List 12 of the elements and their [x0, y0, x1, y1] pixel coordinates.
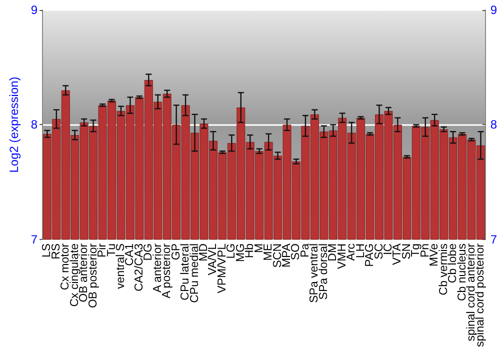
x-tick-label: OB posterior [87, 243, 100, 308]
y-tick-label: 9 [30, 3, 38, 17]
y2-tick-label: 9 [490, 3, 498, 17]
y2-tick-label: 8 [490, 118, 498, 132]
y2-tick-label: 7 [490, 232, 498, 246]
y-axis-title: Log2 (expression) [7, 76, 21, 173]
x-tick-label: RS [50, 243, 62, 260]
x-tick-label: Tg [410, 243, 422, 257]
y-tick-label: 7 [30, 232, 38, 246]
x-tick-label: spinal cord posterior [474, 243, 487, 348]
x-tick-label: A posterior [161, 243, 174, 298]
y-tick-label: 8 [30, 118, 38, 132]
